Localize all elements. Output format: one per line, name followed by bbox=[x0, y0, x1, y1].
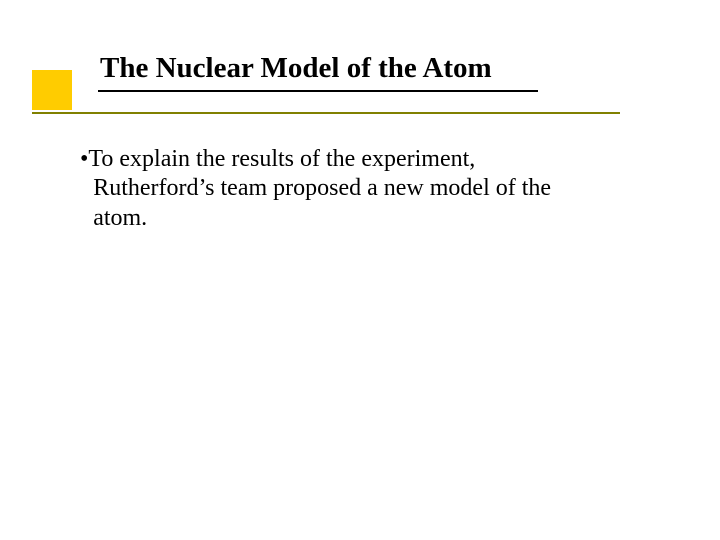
body-text: •To explain the results of the experimen… bbox=[80, 145, 560, 233]
slide-title: The Nuclear Model of the Atom bbox=[100, 52, 492, 85]
accent-square bbox=[32, 70, 72, 110]
title-underline bbox=[98, 90, 538, 92]
bullet-item: •To explain the results of the experimen… bbox=[80, 145, 560, 233]
bullet-text: To explain the results of the experiment… bbox=[88, 146, 551, 231]
slide: The Nuclear Model of the Atom •To explai… bbox=[0, 0, 720, 540]
divider-rule bbox=[32, 112, 620, 114]
